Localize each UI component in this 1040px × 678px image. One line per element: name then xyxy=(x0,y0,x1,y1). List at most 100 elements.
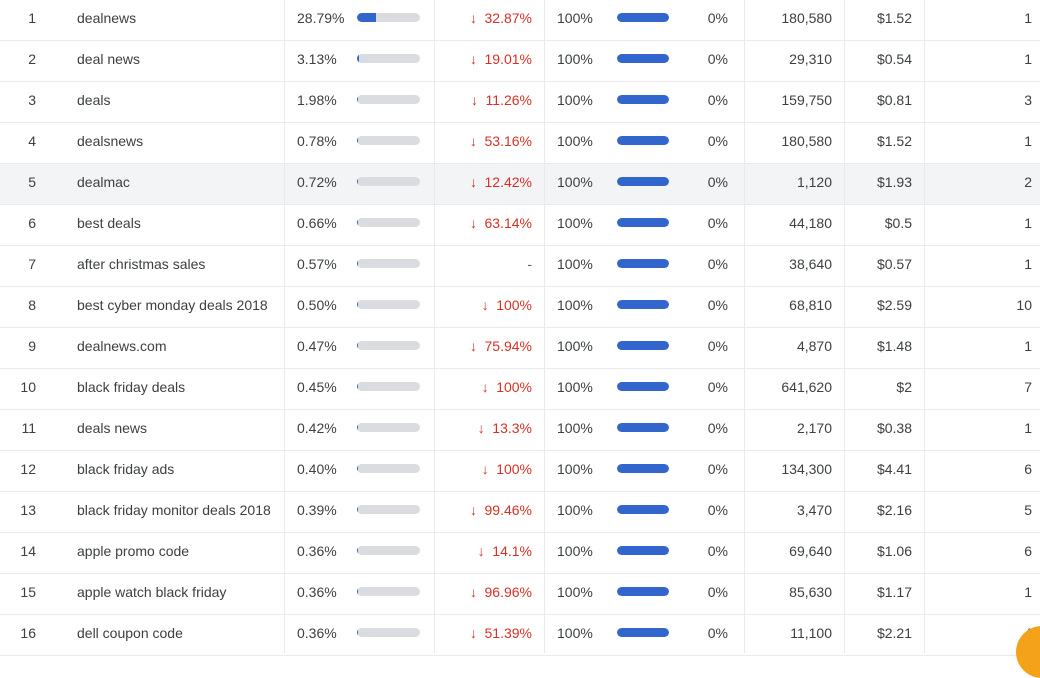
share-cell: 0.78% xyxy=(297,123,345,163)
query-link[interactable]: apple promo code xyxy=(77,533,277,573)
percent-bar-fill xyxy=(617,95,669,104)
cpc-cell: $2.59 xyxy=(845,287,912,327)
percent-cell: 100% xyxy=(557,123,597,163)
query-link[interactable]: dealnews xyxy=(77,0,277,40)
share-bar xyxy=(357,382,420,391)
arrow-down-icon: ↓ xyxy=(468,82,482,118)
change-value: 96.96% xyxy=(485,584,532,600)
count-cell: 5 xyxy=(925,492,1032,532)
query-link[interactable]: dealnews.com xyxy=(77,328,277,368)
query-link[interactable]: deals news xyxy=(77,410,277,450)
zero-cell: 0% xyxy=(680,82,728,122)
column-divider xyxy=(924,0,925,653)
rank-cell: 14 xyxy=(0,533,36,573)
query-link[interactable]: deal news xyxy=(77,41,277,81)
count-cell: 1 xyxy=(925,410,1032,450)
volume-cell: 44,180 xyxy=(745,205,832,245)
change-cell: ↓12.42% xyxy=(440,164,532,204)
change-value: 53.16% xyxy=(485,133,532,149)
arrow-down-icon: ↓ xyxy=(474,410,488,446)
rank-cell: 15 xyxy=(0,574,36,614)
percent-bar xyxy=(617,13,669,22)
change-cell: ↓63.14% xyxy=(440,205,532,245)
change-cell: ↓99.46% xyxy=(440,492,532,532)
query-link[interactable]: apple watch black friday xyxy=(77,574,277,614)
change-cell: ↓100% xyxy=(440,287,532,327)
rank-cell: 1 xyxy=(0,0,36,40)
percent-cell: 100% xyxy=(557,205,597,245)
share-bar-fill xyxy=(357,54,359,63)
share-cell: 0.47% xyxy=(297,328,345,368)
share-bar xyxy=(357,13,420,22)
rank-cell: 9 xyxy=(0,328,36,368)
share-cell: 0.40% xyxy=(297,451,345,491)
percent-bar xyxy=(617,177,669,186)
query-link[interactable]: dealsnews xyxy=(77,123,277,163)
zero-cell: 0% xyxy=(680,287,728,327)
percent-bar-fill xyxy=(617,505,669,514)
cpc-cell: $1.52 xyxy=(845,0,912,40)
volume-cell: 180,580 xyxy=(745,123,832,163)
zero-cell: 0% xyxy=(680,410,728,450)
count-cell: 3 xyxy=(925,82,1032,122)
change-cell: ↓32.87% xyxy=(440,0,532,40)
arrow-down-icon: ↓ xyxy=(467,123,481,159)
percent-bar xyxy=(617,300,669,309)
share-bar-fill xyxy=(357,95,358,104)
percent-bar xyxy=(617,95,669,104)
share-cell: 0.42% xyxy=(297,410,345,450)
percent-cell: 100% xyxy=(557,328,597,368)
cpc-cell: $0.5 xyxy=(845,205,912,245)
percent-cell: 100% xyxy=(557,41,597,81)
rank-cell: 2 xyxy=(0,41,36,81)
percent-bar-fill xyxy=(617,464,669,473)
volume-cell: 159,750 xyxy=(745,82,832,122)
share-cell: 28.79% xyxy=(297,0,345,40)
count-cell: 1 xyxy=(925,246,1032,286)
query-link[interactable]: after christmas sales xyxy=(77,246,277,286)
query-link[interactable]: black friday monitor deals 2018 xyxy=(77,492,277,532)
change-cell: ↓13.3% xyxy=(440,410,532,450)
cpc-cell: $0.54 xyxy=(845,41,912,81)
query-link[interactable]: dealmac xyxy=(77,164,277,204)
query-link[interactable]: best deals xyxy=(77,205,277,245)
change-cell: ↓14.1% xyxy=(440,533,532,573)
query-link[interactable]: black friday deals xyxy=(77,369,277,409)
cpc-cell: $2.16 xyxy=(845,492,912,532)
query-link[interactable]: best cyber monday deals 2018 xyxy=(77,287,277,327)
zero-cell: 0% xyxy=(680,41,728,81)
column-divider xyxy=(284,0,285,653)
percent-cell: 100% xyxy=(557,574,597,614)
query-link[interactable]: deals xyxy=(77,82,277,122)
volume-cell: 2,170 xyxy=(745,410,832,450)
share-cell: 0.39% xyxy=(297,492,345,532)
percent-bar xyxy=(617,587,669,596)
column-divider xyxy=(744,0,745,653)
query-link[interactable]: black friday ads xyxy=(77,451,277,491)
percent-cell: 100% xyxy=(557,164,597,204)
zero-cell: 0% xyxy=(680,164,728,204)
zero-cell: 0% xyxy=(680,615,728,655)
change-value: 99.46% xyxy=(485,502,532,518)
change-value: 11.26% xyxy=(486,92,532,108)
zero-cell: 0% xyxy=(680,246,728,286)
query-link[interactable]: dell coupon code xyxy=(77,615,277,655)
change-cell: ↓75.94% xyxy=(440,328,532,368)
cpc-cell: $4.41 xyxy=(845,451,912,491)
